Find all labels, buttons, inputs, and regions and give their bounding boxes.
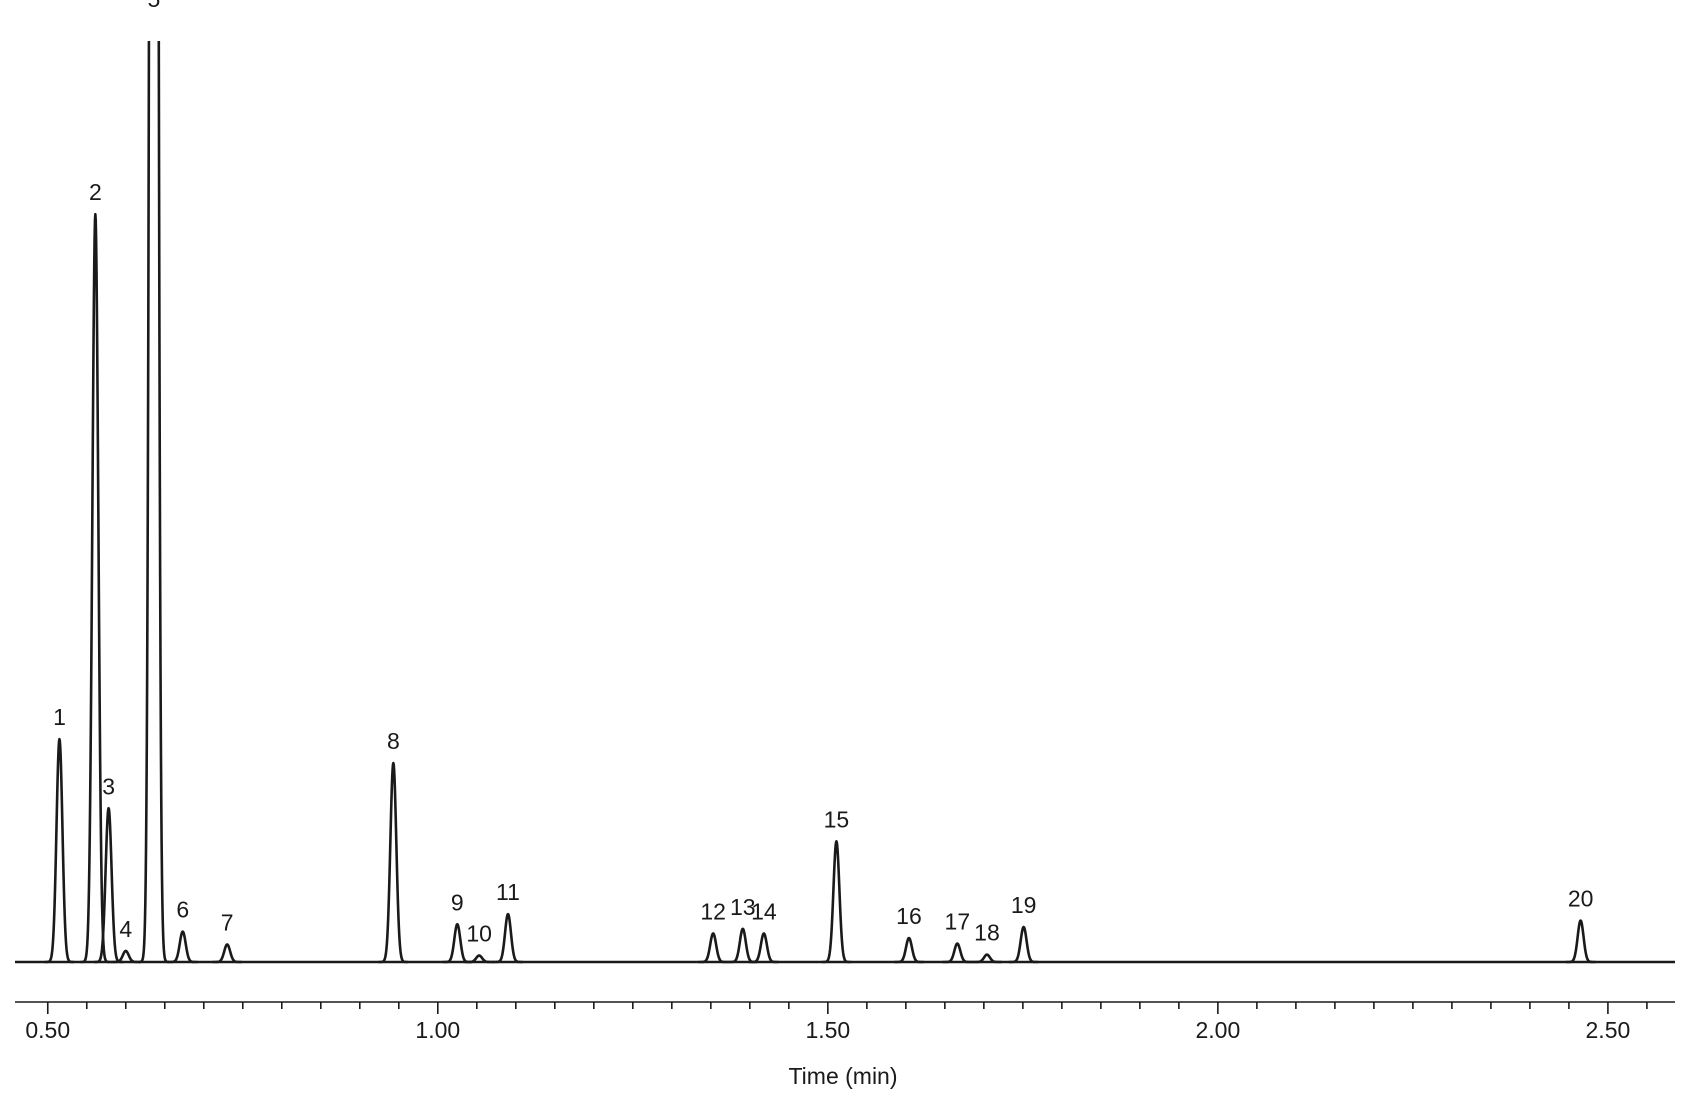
peak-label: 19 bbox=[1011, 892, 1037, 918]
peak-label: 6 bbox=[176, 897, 189, 923]
peak bbox=[1007, 925, 1040, 964]
peak bbox=[43, 737, 76, 964]
x-tick-label: 1.00 bbox=[415, 1017, 460, 1043]
peak-label: 11 bbox=[496, 879, 520, 905]
peak-label: 7 bbox=[221, 910, 234, 936]
peak-label: 1 bbox=[53, 704, 66, 730]
x-tick-label: 2.00 bbox=[1195, 1017, 1240, 1043]
x-tick-label: 2.50 bbox=[1586, 1017, 1631, 1043]
peak-label: 8 bbox=[387, 728, 400, 754]
peak bbox=[748, 932, 780, 964]
peak-label: 18 bbox=[974, 920, 1000, 946]
x-tick-label: 0.50 bbox=[25, 1017, 70, 1043]
peak-label: 13 bbox=[730, 894, 756, 920]
peak-label: 20 bbox=[1568, 886, 1594, 912]
peak-label: 5 bbox=[147, 0, 160, 12]
peak bbox=[110, 949, 142, 964]
x-axis-label: Time (min) bbox=[788, 1063, 897, 1089]
peak bbox=[727, 927, 759, 964]
peak-label: 9 bbox=[451, 889, 464, 915]
peak bbox=[492, 912, 524, 964]
peak bbox=[377, 761, 410, 964]
peak bbox=[893, 936, 925, 964]
peak-label: 15 bbox=[824, 806, 850, 832]
peak bbox=[138, 41, 170, 964]
peak bbox=[463, 954, 495, 964]
peak-label: 17 bbox=[945, 909, 971, 935]
peak-label: 12 bbox=[700, 899, 726, 925]
peak bbox=[820, 840, 853, 964]
peaks bbox=[43, 41, 1597, 964]
peak bbox=[211, 943, 243, 964]
peak bbox=[697, 932, 729, 964]
peak bbox=[166, 930, 199, 964]
peak bbox=[79, 212, 112, 964]
peak-label: 10 bbox=[466, 921, 492, 947]
peak-label: 16 bbox=[896, 903, 922, 929]
peak bbox=[941, 942, 974, 964]
peak-label: 3 bbox=[102, 773, 115, 799]
peak bbox=[1564, 919, 1597, 964]
peak-label: 4 bbox=[119, 916, 132, 942]
x-tick-label: 1.50 bbox=[805, 1017, 850, 1043]
peak bbox=[971, 953, 1003, 964]
peak-label: 14 bbox=[751, 899, 777, 925]
peak-label: 2 bbox=[89, 179, 102, 205]
